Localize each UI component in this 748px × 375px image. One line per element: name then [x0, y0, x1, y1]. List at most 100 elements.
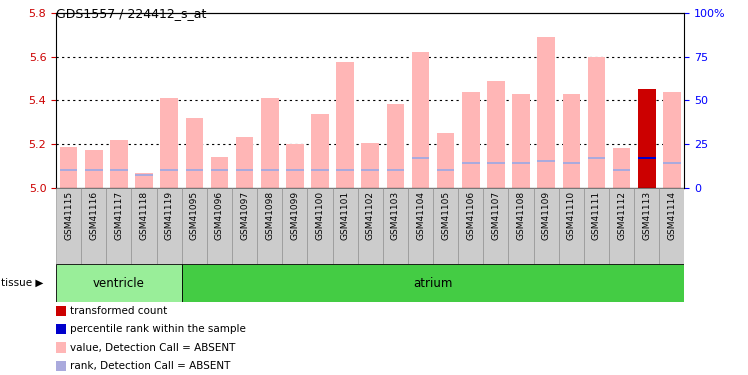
- Bar: [638, 89, 655, 188]
- Bar: [487, 81, 505, 188]
- Text: GSM41112: GSM41112: [617, 191, 626, 240]
- Bar: [261, 98, 278, 188]
- Text: GSM41097: GSM41097: [240, 191, 249, 240]
- Bar: [56, 264, 182, 302]
- Bar: [56, 306, 66, 316]
- Bar: [411, 157, 429, 159]
- Bar: [160, 169, 178, 171]
- Text: tissue ▶: tissue ▶: [1, 278, 43, 288]
- Bar: [609, 188, 634, 264]
- Bar: [659, 188, 684, 264]
- Bar: [408, 188, 433, 264]
- Bar: [60, 147, 78, 188]
- Text: GSM41119: GSM41119: [165, 191, 174, 240]
- Bar: [588, 57, 605, 188]
- Text: rank, Detection Call = ABSENT: rank, Detection Call = ABSENT: [70, 361, 230, 371]
- Bar: [186, 169, 203, 171]
- Bar: [537, 160, 555, 162]
- Bar: [56, 188, 82, 264]
- Bar: [85, 150, 102, 188]
- Bar: [135, 174, 153, 176]
- Bar: [584, 188, 609, 264]
- Bar: [236, 137, 254, 188]
- Bar: [60, 169, 78, 171]
- Bar: [110, 169, 128, 171]
- Text: GSM41111: GSM41111: [592, 191, 601, 240]
- Bar: [261, 169, 278, 171]
- Text: GSM41105: GSM41105: [441, 191, 450, 240]
- Bar: [487, 162, 505, 164]
- Bar: [559, 188, 584, 264]
- Bar: [160, 98, 178, 188]
- Bar: [512, 162, 530, 164]
- Bar: [433, 188, 459, 264]
- Bar: [638, 157, 655, 159]
- Bar: [387, 104, 404, 188]
- Bar: [232, 188, 257, 264]
- Bar: [483, 188, 509, 264]
- Text: atrium: atrium: [414, 277, 453, 290]
- Bar: [533, 188, 559, 264]
- Bar: [361, 169, 379, 171]
- Bar: [462, 92, 479, 188]
- Text: GSM41104: GSM41104: [416, 191, 425, 240]
- Text: GSM41100: GSM41100: [316, 191, 325, 240]
- Bar: [182, 188, 207, 264]
- Bar: [634, 188, 659, 264]
- Bar: [537, 37, 555, 188]
- Bar: [387, 169, 404, 171]
- Bar: [110, 140, 128, 188]
- Bar: [282, 188, 307, 264]
- Text: GSM41118: GSM41118: [140, 191, 149, 240]
- Bar: [512, 94, 530, 188]
- Text: GSM41095: GSM41095: [190, 191, 199, 240]
- Bar: [333, 188, 358, 264]
- Text: GSM41099: GSM41099: [290, 191, 299, 240]
- Text: GSM41116: GSM41116: [89, 191, 98, 240]
- Bar: [383, 188, 408, 264]
- Text: GSM41108: GSM41108: [517, 191, 526, 240]
- Bar: [459, 188, 483, 264]
- Bar: [182, 264, 684, 302]
- Text: percentile rank within the sample: percentile rank within the sample: [70, 324, 246, 334]
- Text: GDS1557 / 224412_s_at: GDS1557 / 224412_s_at: [56, 8, 206, 21]
- Text: value, Detection Call = ABSENT: value, Detection Call = ABSENT: [70, 343, 236, 352]
- Text: GSM41117: GSM41117: [114, 191, 123, 240]
- Text: GSM41106: GSM41106: [466, 191, 475, 240]
- Bar: [411, 53, 429, 188]
- Text: GSM41096: GSM41096: [215, 191, 224, 240]
- Bar: [613, 148, 631, 188]
- Bar: [257, 188, 282, 264]
- Text: GSM41109: GSM41109: [542, 191, 551, 240]
- Text: ventricle: ventricle: [93, 277, 145, 290]
- Text: GSM41110: GSM41110: [567, 191, 576, 240]
- Bar: [613, 169, 631, 171]
- Text: GSM41103: GSM41103: [391, 191, 400, 240]
- Bar: [663, 162, 681, 164]
- Bar: [236, 169, 254, 171]
- Bar: [361, 143, 379, 188]
- Bar: [207, 188, 232, 264]
- Bar: [311, 114, 329, 188]
- Bar: [56, 361, 66, 371]
- Bar: [186, 118, 203, 188]
- Bar: [337, 62, 354, 188]
- Bar: [211, 169, 228, 171]
- Bar: [437, 169, 455, 171]
- Bar: [311, 169, 329, 171]
- Bar: [156, 188, 182, 264]
- Bar: [211, 157, 228, 188]
- Bar: [337, 169, 354, 171]
- Bar: [286, 144, 304, 188]
- Bar: [82, 188, 106, 264]
- Bar: [106, 188, 132, 264]
- Bar: [56, 324, 66, 334]
- Text: GSM41113: GSM41113: [643, 191, 652, 240]
- Bar: [588, 157, 605, 159]
- Text: transformed count: transformed count: [70, 306, 168, 316]
- Bar: [85, 169, 102, 171]
- Bar: [562, 94, 580, 188]
- Text: GSM41102: GSM41102: [366, 191, 375, 240]
- Bar: [562, 162, 580, 164]
- Bar: [135, 173, 153, 188]
